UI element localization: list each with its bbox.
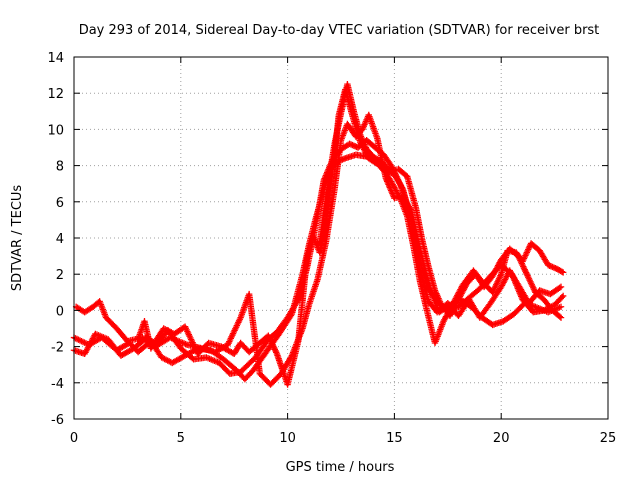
points-layer — [70, 80, 567, 388]
chart-title: Day 293 of 2014, Sidereal Day-to-day VTE… — [79, 23, 600, 38]
y-tick-label: 4 — [56, 232, 64, 247]
data-point — [557, 303, 565, 310]
y-tick-label: 8 — [56, 160, 64, 175]
data-point — [558, 268, 566, 275]
data-point — [557, 314, 565, 321]
y-tick-label: -6 — [51, 413, 64, 428]
x-tick-label: 20 — [493, 431, 510, 446]
data-point — [556, 313, 563, 320]
y-tick-label: 2 — [56, 268, 64, 283]
data-point — [559, 292, 567, 300]
x-tick-label: 25 — [600, 431, 617, 446]
x-tick-label: 10 — [279, 431, 296, 446]
y-tick-label: 6 — [56, 196, 64, 211]
y-axis-label: SDTVAR / TECUs — [10, 185, 25, 292]
x-axis-label: GPS time / hours — [286, 460, 395, 475]
y-tick-label: 10 — [47, 123, 64, 138]
data-point — [556, 284, 563, 291]
y-tick-label: 0 — [56, 304, 64, 319]
ticks-layer: 0 5 10 15 20 25 -6 -4 -2 0 2 4 6 8 10 12 14 — [47, 51, 616, 446]
x-tick-label: 15 — [386, 431, 403, 446]
y-tick-label: 14 — [47, 51, 64, 66]
y-tick-label: -4 — [51, 377, 64, 392]
data-point — [558, 294, 566, 301]
x-tick-label: 5 — [177, 431, 185, 446]
y-tick-label: -2 — [51, 341, 64, 356]
data-point — [557, 283, 565, 291]
series-track-5 — [316, 80, 565, 321]
data-point — [559, 269, 567, 276]
x-tick-label: 0 — [70, 431, 78, 446]
y-tick-label: 12 — [47, 87, 64, 102]
data-point — [407, 206, 414, 213]
